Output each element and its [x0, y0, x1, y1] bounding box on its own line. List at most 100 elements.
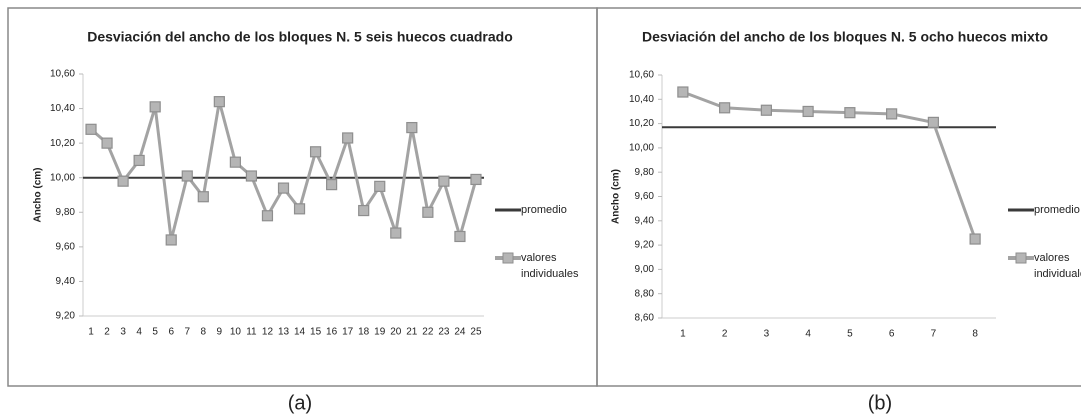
panel-frame	[596, 7, 1081, 387]
legend-entry: valores individuales	[521, 252, 578, 280]
marker	[422, 206, 434, 218]
y-tick-label: 10,40	[50, 103, 75, 114]
x-tick-label: 23	[438, 327, 450, 338]
marker	[719, 102, 731, 114]
x-tick-label: 5	[152, 327, 158, 338]
series-line	[682, 90, 977, 240]
x-tick-label: 4	[805, 329, 811, 340]
marker	[245, 170, 258, 182]
y-tick-label: 8,60	[635, 313, 655, 324]
x-tick-label: 4	[136, 327, 142, 338]
marker	[85, 123, 97, 135]
y-tick-label: 9,20	[56, 311, 76, 322]
marker	[293, 203, 306, 215]
marker	[197, 191, 209, 203]
y-tick-label: 10,20	[50, 138, 75, 149]
y-tick-label: 9,80	[635, 167, 655, 178]
y-tick-label: 9,20	[635, 240, 655, 251]
x-tick-label: 9	[217, 327, 223, 338]
marker	[117, 175, 129, 187]
marker	[470, 173, 482, 186]
y-tick-label: 10,60	[50, 69, 75, 80]
series-line	[90, 101, 478, 242]
x-tick-label: 3	[764, 329, 770, 340]
y-tick-label: 9,40	[56, 276, 76, 287]
y-tick-label: 9,60	[56, 241, 76, 252]
marker	[886, 108, 898, 120]
x-tick-label: 17	[342, 327, 354, 338]
marker	[677, 86, 689, 98]
x-tick-label: 19	[374, 327, 386, 338]
y-tick-label: 9,40	[635, 215, 655, 226]
legend-entry: valores individuales	[1034, 252, 1081, 280]
x-tick-label: 22	[422, 327, 434, 338]
x-tick-label: 16	[326, 327, 338, 338]
x-tick-label: 8	[201, 327, 207, 338]
x-tick-label: 7	[184, 327, 190, 338]
marker	[149, 101, 161, 113]
marker	[101, 137, 113, 149]
marker	[326, 179, 338, 191]
chart-title: Desviación del ancho de los bloques N. 5…	[87, 29, 513, 45]
x-tick-label: 24	[454, 327, 466, 338]
caption: (a)	[288, 392, 312, 414]
x-tick-label: 13	[278, 327, 290, 338]
marker	[454, 230, 466, 243]
marker	[229, 156, 241, 168]
marker	[277, 182, 290, 194]
x-tick-label: 6	[889, 329, 895, 340]
x-tick-label: 15	[310, 327, 322, 338]
y-tick-label: 9,00	[635, 264, 655, 275]
x-tick-label: 21	[406, 327, 418, 338]
x-tick-label: 25	[470, 327, 482, 338]
marker	[181, 170, 193, 182]
x-tick-label: 6	[168, 327, 174, 338]
legend-entry: promedio	[1034, 204, 1080, 216]
y-tick-label: 10,40	[629, 94, 654, 105]
y-tick-label: 10,00	[50, 172, 75, 183]
x-tick-label: 5	[847, 329, 853, 340]
marker	[406, 121, 418, 134]
y-tick-label: 8,80	[635, 288, 655, 299]
marker	[760, 104, 772, 116]
legend-entry: promedio	[521, 204, 567, 216]
marker	[969, 233, 981, 245]
x-tick-label: 2	[722, 329, 728, 340]
y-tick-label: 10,00	[629, 143, 654, 154]
marker	[213, 96, 225, 108]
y-tick-label: 9,80	[56, 207, 76, 218]
x-tick-label: 1	[88, 327, 94, 338]
x-tick-label: 7	[931, 329, 937, 340]
marker	[133, 154, 145, 167]
x-tick-label: 3	[120, 327, 126, 338]
caption: (b)	[868, 392, 892, 414]
y-axis-label: Ancho (cm)	[33, 168, 44, 223]
legend-label: promedio	[1034, 204, 1080, 216]
marker	[390, 227, 402, 239]
y-axis-label: Ancho (cm)	[611, 169, 622, 224]
x-tick-label: 11	[246, 327, 257, 338]
marker	[844, 107, 856, 119]
legend-label: valores individuales	[1034, 252, 1081, 280]
y-tick-label: 9,60	[635, 191, 655, 202]
x-tick-label: 2	[104, 327, 110, 338]
marker	[309, 146, 322, 158]
marker	[438, 175, 450, 187]
legend-marker	[502, 252, 514, 264]
x-tick-label: 10	[230, 327, 242, 338]
x-tick-label: 1	[680, 329, 686, 340]
marker	[802, 105, 814, 118]
marker	[374, 180, 386, 192]
chart-title: Desviación del ancho de los bloques N. 5…	[642, 29, 1048, 45]
marker	[358, 204, 370, 217]
x-tick-label: 14	[294, 327, 306, 338]
marker	[165, 234, 177, 246]
y-tick-label: 10,60	[629, 70, 654, 81]
marker	[342, 132, 354, 144]
marker	[261, 210, 274, 222]
legend-marker	[1015, 252, 1027, 264]
x-tick-label: 18	[358, 327, 370, 338]
x-tick-label: 20	[390, 327, 402, 338]
marker	[927, 116, 939, 128]
